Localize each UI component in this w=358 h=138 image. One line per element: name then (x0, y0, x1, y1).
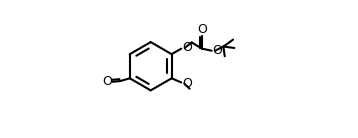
Text: O: O (182, 77, 192, 90)
Text: O: O (182, 41, 192, 55)
Text: O: O (212, 44, 222, 57)
Text: O: O (102, 75, 112, 88)
Text: O: O (197, 22, 207, 35)
